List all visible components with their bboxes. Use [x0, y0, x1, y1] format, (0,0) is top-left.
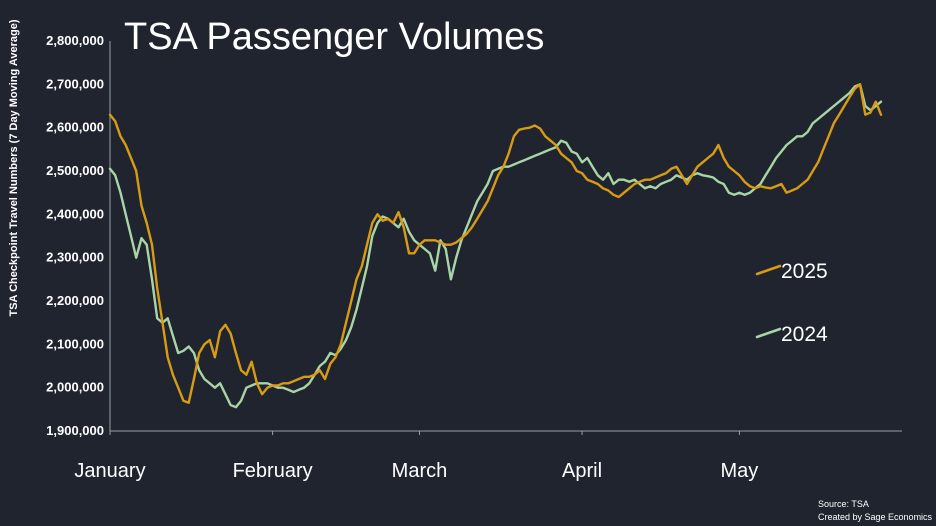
y-axis-ticks: 1,900,000 2,000,000 2,100,000 2,200,000 2,30… — [46, 33, 104, 438]
x-tick-label: April — [562, 460, 602, 482]
x-tick-label: March — [392, 460, 448, 482]
y-tick-label: 2,300,000 — [46, 250, 104, 265]
y-tick-label: 2,500,000 — [46, 163, 104, 178]
y-tick-label: 2,100,000 — [46, 336, 104, 351]
y-tick-label: 1,900,000 — [46, 423, 104, 438]
chart-title: TSA Passenger Volumes — [124, 16, 544, 58]
legend-swatch-2024 — [755, 327, 782, 339]
series-lines — [108, 83, 883, 409]
legend-label-2025: 2025 — [781, 260, 828, 283]
series-line-2024 — [108, 83, 883, 409]
x-axis-ticks: January February March April May — [74, 431, 758, 482]
legend-swatch-2025 — [755, 264, 782, 276]
x-tick-label: January — [74, 460, 145, 482]
x-tick-label: May — [721, 460, 759, 482]
x-tick-label: February — [233, 460, 313, 482]
y-tick-label: 2,400,000 — [46, 206, 104, 221]
y-tick-label: 2,700,000 — [46, 76, 104, 91]
y-tick-label: 2,000,000 — [46, 380, 104, 395]
y-axis-label: TSA Checkpoint Travel Numbers (7 Day Mov… — [8, 19, 20, 316]
created-by-note: Created by Sage Economics — [818, 512, 933, 522]
y-tick-label: 2,600,000 — [46, 120, 104, 135]
series-line-2025 — [108, 83, 883, 404]
source-note: Source: TSA — [818, 499, 869, 509]
legend-label-2024: 2024 — [781, 323, 828, 346]
y-tick-label: 2,200,000 — [46, 293, 104, 308]
y-tick-label: 2,800,000 — [46, 33, 104, 48]
legend: 2025 2024 — [755, 260, 828, 346]
